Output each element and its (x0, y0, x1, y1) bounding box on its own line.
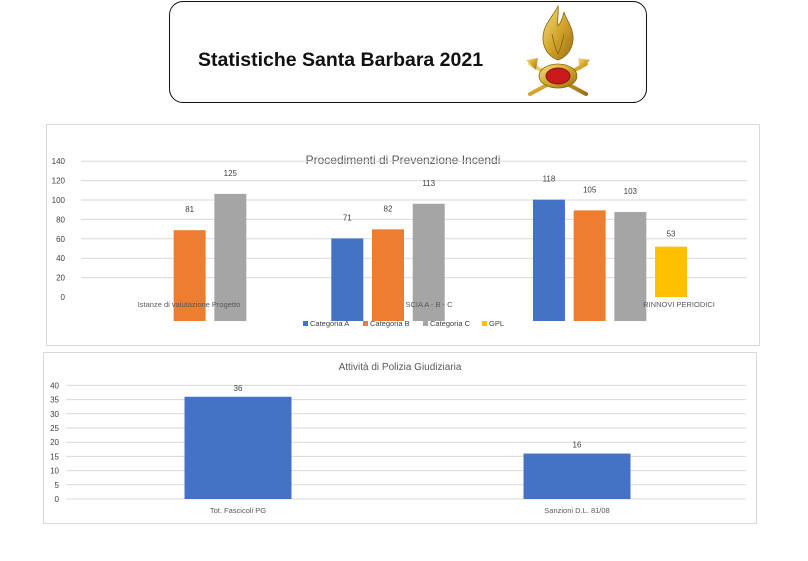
bar-scia-a-b-c-0 (331, 238, 364, 321)
y-tick-label: 15 (50, 452, 59, 461)
x-tick-label: Sanzioni D.L. 81/08 (544, 506, 609, 515)
legend-label: Categoria A (310, 319, 350, 328)
bar-tot-fascicoli-pg (184, 396, 292, 499)
y-tick-label: 25 (50, 424, 59, 433)
y-tick-label: 20 (50, 438, 59, 447)
header-title-box: Statistiche Santa Barbara 2021 (169, 1, 647, 103)
data-label: 118 (543, 175, 556, 184)
legend-label: Categoria B (370, 319, 410, 328)
bar-rinnovi-periodici-1 (573, 210, 606, 321)
y-tick-label: 140 (52, 157, 66, 166)
y-tick-label: 60 (56, 235, 65, 244)
legend-swatch (303, 321, 308, 326)
x-tick-label: RINNOVI PERIODICI (643, 300, 715, 309)
legend-label: GPL (489, 319, 505, 328)
bar-scia-a-b-c-1 (372, 229, 404, 321)
y-tick-label: 100 (52, 196, 66, 205)
bar-istanze-di-valutazione-progetto-2 (214, 193, 247, 321)
chart-polizia-giudiziaria: Attività di Polizia Giudiziaria 0 5 10 15 20… (43, 352, 757, 524)
x-tick-label: Tot. Fascicoli PG (210, 506, 266, 515)
data-label: 125 (224, 169, 238, 178)
y-tick-label: 40 (56, 254, 65, 263)
vigili-del-fuoco-emblem-icon (526, 4, 590, 96)
bar-scia-a-b-c-2 (412, 203, 445, 321)
data-label: 71 (343, 213, 352, 222)
y-tick-label: 80 (56, 215, 65, 224)
data-label: 82 (384, 204, 393, 213)
legend-label: Categoria C (430, 319, 471, 328)
page-title: Statistiche Santa Barbara 2021 (198, 49, 484, 71)
data-label: 53 (667, 230, 676, 239)
y-tick-label: 5 (55, 481, 60, 490)
legend-swatch (482, 321, 487, 326)
x-tick-label: Istanze di valutazione Progetto (138, 300, 241, 309)
data-label: 16 (573, 441, 582, 450)
y-tick-label: 0 (61, 293, 66, 302)
chart-title: Attività di Polizia Giudiziaria (338, 362, 462, 373)
bar-rinnovi-periodici-0 (532, 199, 565, 321)
chart-title: Procedimenti di Prevenzione Incendi (305, 153, 501, 167)
bar-istanze-di-valutazione-progetto-1 (173, 230, 206, 321)
chart-plot-area: 0 5 10 15 20 25 30 35 40 36 Tot. Fascicoli PG 16 San… (50, 381, 746, 515)
y-tick-label: 20 (56, 274, 65, 283)
chart-plot-area: 0 20 40 60 80 100 120 140 81 125 Istanze di valuta… (52, 157, 747, 321)
data-label: 36 (234, 384, 243, 393)
data-label: 105 (583, 185, 597, 194)
x-tick-label: SCIA A - B - C (405, 300, 453, 309)
bar-rinnovi-periodici-2 (614, 212, 647, 321)
y-tick-label: 40 (50, 381, 59, 390)
data-label: 113 (422, 179, 435, 188)
bar-sanzioni-dl-81-08 (523, 453, 631, 499)
y-tick-label: 0 (55, 495, 60, 504)
data-label: 81 (185, 205, 194, 214)
y-tick-label: 35 (50, 396, 59, 405)
legend-swatch (423, 321, 428, 326)
y-tick-label: 30 (50, 410, 59, 419)
y-tick-label: 10 (50, 467, 59, 476)
chart-prevenzione-incendi: Procedimenti di Prevenzione Incendi 0 20 4… (46, 124, 760, 346)
data-label: 103 (624, 187, 638, 196)
legend-swatch (363, 321, 368, 326)
bar-rinnovi-periodici-3 (655, 246, 688, 297)
y-tick-label: 120 (52, 177, 66, 186)
